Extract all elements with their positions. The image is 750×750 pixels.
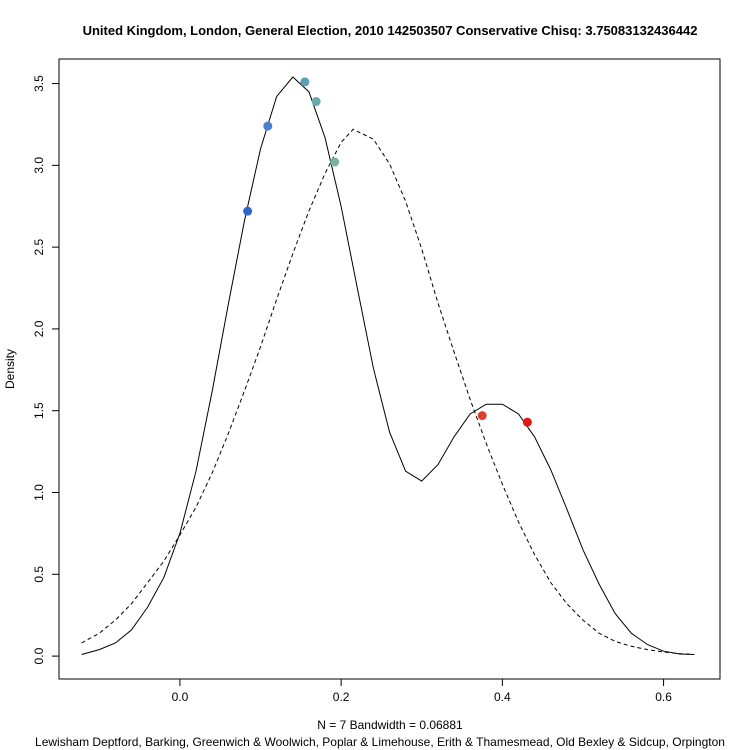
y-tick-label: 2.0 bbox=[32, 320, 46, 337]
dashed-density-line bbox=[81, 128, 695, 655]
x-tick-label: 0.2 bbox=[333, 690, 350, 704]
y-axis-label: Density bbox=[3, 349, 17, 389]
data-point bbox=[300, 77, 310, 87]
series-layer bbox=[81, 76, 695, 655]
x-tick-label: 0.4 bbox=[494, 690, 511, 704]
data-point bbox=[330, 157, 340, 167]
data-point bbox=[477, 411, 487, 421]
x-axis: 0.0 0.2 0.4 0.6 bbox=[172, 678, 672, 704]
y-axis: 0.0 0.5 1.0 1.5 2.0 2.5 3.0 3.5 bbox=[32, 75, 60, 664]
y-tick-label: 2.5 bbox=[32, 238, 46, 255]
y-tick-label: 3.0 bbox=[32, 157, 46, 174]
x-tick-label: 0.0 bbox=[172, 690, 189, 704]
chart-title: United Kingdom, London, General Election… bbox=[83, 23, 698, 38]
y-tick-label: 3.5 bbox=[32, 75, 46, 92]
x-tick-label: 0.6 bbox=[655, 690, 672, 704]
data-point bbox=[263, 121, 273, 131]
y-tick-label: 0.5 bbox=[32, 566, 46, 583]
solid-density-line bbox=[81, 76, 695, 655]
y-tick-label: 0.0 bbox=[32, 647, 46, 664]
points-layer bbox=[243, 77, 532, 427]
data-point bbox=[522, 417, 532, 427]
x-axis-label: N = 7 Bandwidth = 0.06881 bbox=[317, 718, 463, 732]
data-point bbox=[311, 97, 321, 107]
constituency-list: Lewisham Deptford, Barking, Greenwich & … bbox=[35, 735, 725, 749]
data-point bbox=[243, 206, 253, 216]
y-tick-label: 1.5 bbox=[32, 402, 46, 419]
y-tick-label: 1.0 bbox=[32, 484, 46, 501]
plot-frame bbox=[58, 58, 721, 680]
